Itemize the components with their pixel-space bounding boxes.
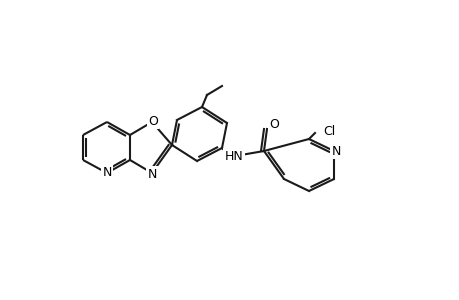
Text: N: N (147, 167, 157, 181)
Text: Cl: Cl (322, 124, 335, 137)
Text: HN: HN (224, 149, 243, 163)
Text: O: O (269, 118, 278, 130)
Text: O: O (148, 115, 157, 128)
Text: N: N (102, 166, 112, 178)
Text: N: N (330, 145, 340, 158)
